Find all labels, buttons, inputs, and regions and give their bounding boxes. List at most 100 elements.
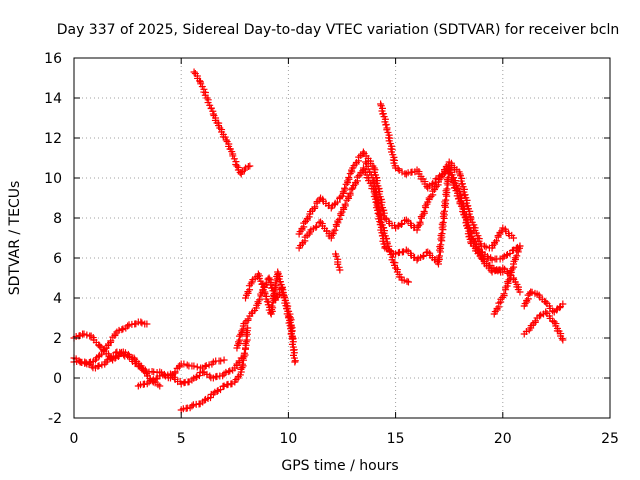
- data-point: [195, 372, 203, 380]
- data-point: [494, 232, 502, 240]
- data-point: [134, 362, 142, 370]
- data-point: [156, 382, 164, 390]
- data-point: [152, 375, 160, 383]
- data-point: [334, 217, 342, 225]
- data-point: [425, 194, 433, 202]
- data-point: [413, 223, 421, 231]
- data-point: [190, 68, 198, 76]
- data-point: [244, 324, 252, 332]
- data-point: [240, 349, 248, 357]
- y-tick-label: 16: [44, 51, 62, 67]
- data-point: [403, 277, 411, 285]
- data-point: [355, 172, 363, 180]
- data-point: [246, 162, 254, 170]
- x-tick-label: 15: [387, 431, 405, 447]
- data-point: [235, 338, 243, 346]
- data-point: [343, 196, 351, 204]
- data-point: [404, 278, 412, 286]
- data-points: [70, 68, 567, 414]
- data-point: [346, 170, 354, 178]
- data-point: [270, 291, 278, 299]
- x-tick-label: 5: [177, 431, 186, 447]
- data-point: [480, 242, 488, 250]
- data-point: [516, 288, 524, 296]
- data-point: [542, 308, 550, 316]
- data-point: [286, 313, 294, 321]
- data-point: [94, 362, 102, 370]
- data-point: [300, 219, 308, 227]
- data-point: [402, 216, 410, 224]
- data-point: [311, 203, 319, 211]
- data-point: [107, 337, 115, 345]
- data-point: [500, 290, 508, 298]
- x-tick-label: 20: [494, 431, 512, 447]
- data-point: [492, 237, 500, 245]
- data-point: [96, 342, 104, 350]
- data-point: [183, 361, 191, 369]
- data-point: [542, 298, 550, 306]
- data-point: [328, 231, 336, 239]
- data-point: [220, 356, 228, 364]
- data-point: [550, 318, 558, 326]
- data-point: [225, 368, 233, 376]
- data-point: [199, 368, 207, 376]
- y-tick-labels: -2 0 2 4 6 8 10 12 14 16: [44, 51, 62, 427]
- data-point: [421, 202, 429, 210]
- data-point: [180, 360, 188, 368]
- data-point: [513, 252, 521, 260]
- data-point: [340, 204, 348, 212]
- data-point: [332, 252, 340, 260]
- data-point: [477, 254, 485, 262]
- axis-ticks: [73, 57, 611, 419]
- data-point: [334, 260, 342, 268]
- data-point: [271, 280, 279, 288]
- data-point: [302, 218, 310, 226]
- data-point: [166, 370, 174, 378]
- data-point: [217, 357, 225, 365]
- data-point: [247, 280, 255, 288]
- data-point: [267, 309, 275, 317]
- y-tick-label: 14: [44, 91, 62, 107]
- data-point: [488, 256, 496, 264]
- data-point: [415, 222, 423, 230]
- data-point: [137, 318, 145, 326]
- data-point: [193, 363, 201, 371]
- data-point: [559, 336, 567, 344]
- data-point: [206, 394, 214, 402]
- data-point: [521, 300, 529, 308]
- data-point: [118, 326, 126, 334]
- data-point: [510, 234, 518, 242]
- data-point: [171, 368, 179, 376]
- data-point: [206, 372, 214, 380]
- data-point: [482, 243, 490, 251]
- data-point: [339, 188, 347, 196]
- data-point: [382, 121, 390, 129]
- data-point: [331, 226, 339, 234]
- data-point: [264, 275, 272, 283]
- data-point: [233, 162, 241, 170]
- data-point: [222, 136, 230, 144]
- data-point: [291, 358, 299, 366]
- data-point: [141, 366, 149, 374]
- data-point: [417, 213, 425, 221]
- data-point: [419, 252, 427, 260]
- data-point: [116, 348, 124, 356]
- data-point: [188, 402, 196, 410]
- data-point: [445, 164, 453, 172]
- data-point: [337, 210, 345, 218]
- data-point: [382, 235, 390, 243]
- data-point: [536, 312, 544, 320]
- data-point: [196, 77, 204, 85]
- y-tick-label: 2: [53, 331, 62, 347]
- data-point: [190, 362, 198, 370]
- data-point: [419, 211, 427, 219]
- data-point: [120, 351, 128, 359]
- data-point: [219, 372, 227, 380]
- data-point: [279, 289, 287, 297]
- plot-frame: [73, 57, 611, 419]
- data-point: [124, 322, 132, 330]
- y-tick-label: 0: [53, 371, 62, 387]
- data-point: [431, 178, 439, 186]
- x-tick-label: 25: [601, 431, 619, 447]
- data-point: [523, 296, 531, 304]
